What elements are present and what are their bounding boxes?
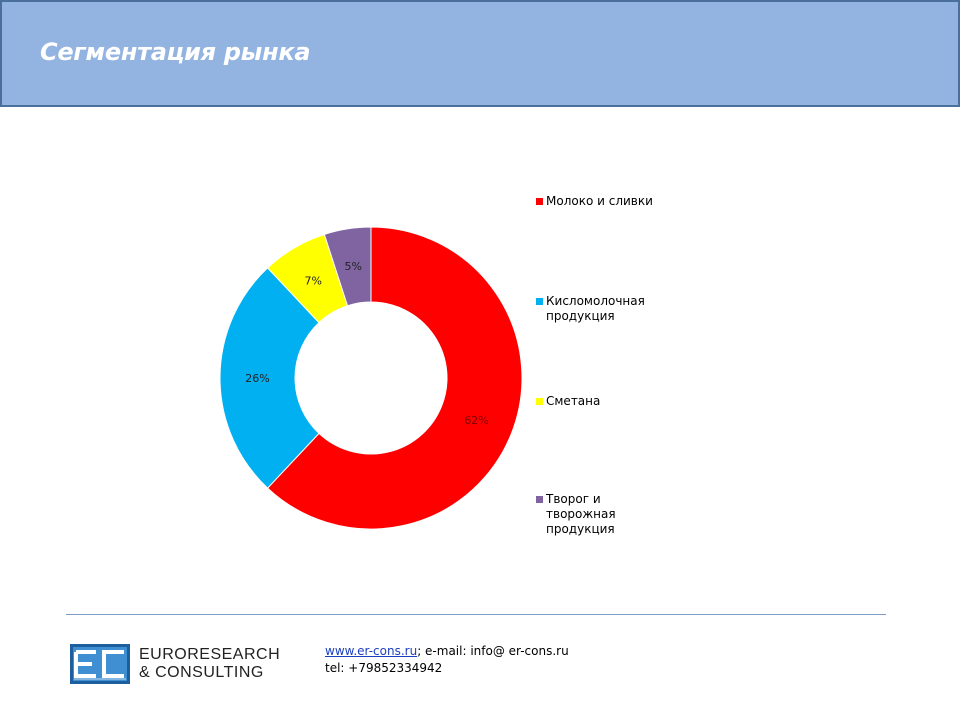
slice-4: [323, 226, 372, 307]
legend-label-2: Кисломолочная продукция: [546, 294, 645, 323]
donut-chart: 62% 26% 7% 5%: [219, 226, 523, 530]
slice-label-1: 62%: [464, 414, 488, 427]
slice-2: [219, 267, 320, 489]
phone-text: tel: +79852334942: [325, 661, 443, 675]
legend-swatch-2: [536, 298, 543, 305]
company-name: EURORESEARCH & CONSULTING: [139, 646, 280, 682]
company-logo: [70, 644, 130, 684]
company-name-line2: & CONSULTING: [139, 664, 264, 681]
legend-swatch-1: [536, 198, 543, 205]
legend-label-4: Творог и творожная продукция: [546, 492, 616, 536]
slice-1: [266, 226, 523, 530]
slide-header: Сегментация рынка: [0, 0, 960, 107]
slice-label-3: 7%: [304, 274, 321, 287]
company-name-line1: EURORESEARCH: [139, 646, 281, 663]
slice-label-4: 5%: [345, 260, 362, 273]
legend-swatch-4: [536, 496, 543, 503]
slice-label-2: 26%: [245, 372, 269, 385]
legend-label-3: Сметана: [546, 394, 601, 408]
legend-item-3: Сметана: [536, 394, 686, 409]
legend-label-1: Молоко и сливки: [546, 194, 653, 208]
website-link[interactable]: www.er-cons.ru: [325, 644, 418, 658]
legend-item-2: Кисломолочная продукция: [536, 294, 686, 324]
footer-divider: [66, 614, 886, 615]
slide-title: Сегментация рынка: [40, 38, 311, 66]
chart-slices: [219, 226, 523, 530]
legend-item-1: Молоко и сливки: [536, 194, 686, 209]
legend-swatch-3: [536, 398, 543, 405]
legend-item-4: Творог и творожная продукция: [536, 492, 686, 537]
chart-slice-labels: 62% 26% 7% 5%: [245, 260, 488, 427]
email-text: ; e-mail: info@ er-cons.ru: [417, 644, 569, 658]
contact-info: www.er-cons.ru; e-mail: info@ er-cons.ru…: [325, 643, 569, 677]
